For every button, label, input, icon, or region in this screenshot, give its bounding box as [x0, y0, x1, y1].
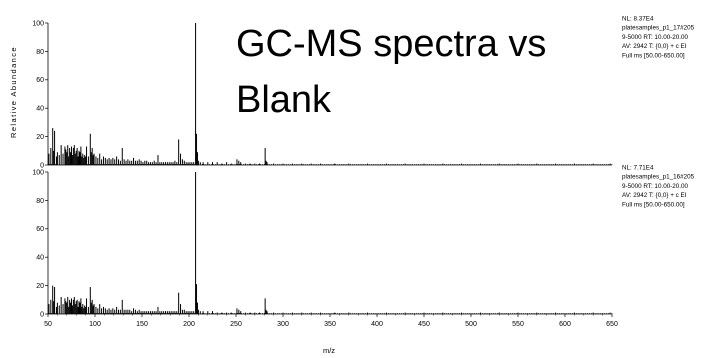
x-tick-label-400: 400: [371, 321, 383, 328]
x-tick-label-200: 200: [183, 321, 195, 328]
info-line-top-2: 9-5000 RT: 10.00-20.00: [622, 34, 689, 41]
x-tick-label-300: 300: [277, 321, 289, 328]
y-tick-label-top-20: 20: [36, 134, 44, 141]
x-axis: 50 100 150 200 250 300 350 400 450 500 550 600 650: [44, 314, 618, 328]
y-tick-label-bottom-60: 60: [36, 226, 44, 233]
info-line-bottom-3: AV: 2942 T: {0,0} + c EI: [622, 192, 687, 199]
y-tick-label-bottom-80: 80: [36, 198, 44, 205]
x-tick-label-250: 250: [230, 321, 242, 328]
info-line-bottom-1: platesamples_p1_16#205: [622, 174, 695, 181]
y-tick-label-top-60: 60: [36, 77, 44, 84]
spectrum-panel-bottom: 0 20 40 60 80 100 NL: 7.71E4 platesamples_p1_16…: [32, 165, 694, 319]
title-line-2: Blank: [236, 79, 332, 121]
y-tick-label-bottom-100: 100: [32, 169, 44, 176]
y-tick-label-bottom-40: 40: [36, 255, 44, 262]
info-line-bottom-0: NL: 7.71E4: [622, 165, 654, 172]
spectrum-panel-top: 0 20 40 60 80 100 NL: 8.37E4 platesamples_p1_17…: [32, 16, 694, 170]
y-tick-label-top-0: 0: [40, 162, 44, 169]
info-line-top-3: AV: 2942 T: {0,0} + c EI: [622, 43, 687, 50]
x-tick-label-450: 450: [418, 321, 430, 328]
y-tick-label-bottom-0: 0: [40, 311, 44, 318]
info-line-bottom-2: 9-5000 RT: 10.00-20.00: [622, 183, 689, 190]
y-tick-label-bottom-20: 20: [36, 283, 44, 290]
title-line-1: GC-MS spectra vs: [236, 23, 546, 65]
info-line-top-1: platesamples_p1_17#205: [622, 25, 695, 32]
x-tick-label-50: 50: [44, 321, 52, 328]
y-tick-label-top-80: 80: [36, 49, 44, 56]
x-tick-label-100: 100: [89, 321, 101, 328]
x-axis-label: m/z: [323, 346, 335, 355]
y-tick-label-top-100: 100: [32, 20, 44, 27]
info-line-top-0: NL: 8.37E4: [622, 16, 654, 23]
y-axis-label: Relative Abundance: [9, 46, 18, 138]
x-tick-label-650: 650: [606, 321, 618, 328]
x-tick-label-600: 600: [559, 321, 571, 328]
y-tick-label-top-40: 40: [36, 106, 44, 113]
x-tick-label-550: 550: [512, 321, 524, 328]
x-tick-label-350: 350: [324, 321, 336, 328]
info-line-bottom-4: Full ms [50.00-650.00]: [622, 201, 685, 208]
x-tick-label-150: 150: [136, 321, 148, 328]
info-line-top-4: Full ms [50.00-650.00]: [622, 52, 685, 59]
x-tick-label-500: 500: [465, 321, 477, 328]
